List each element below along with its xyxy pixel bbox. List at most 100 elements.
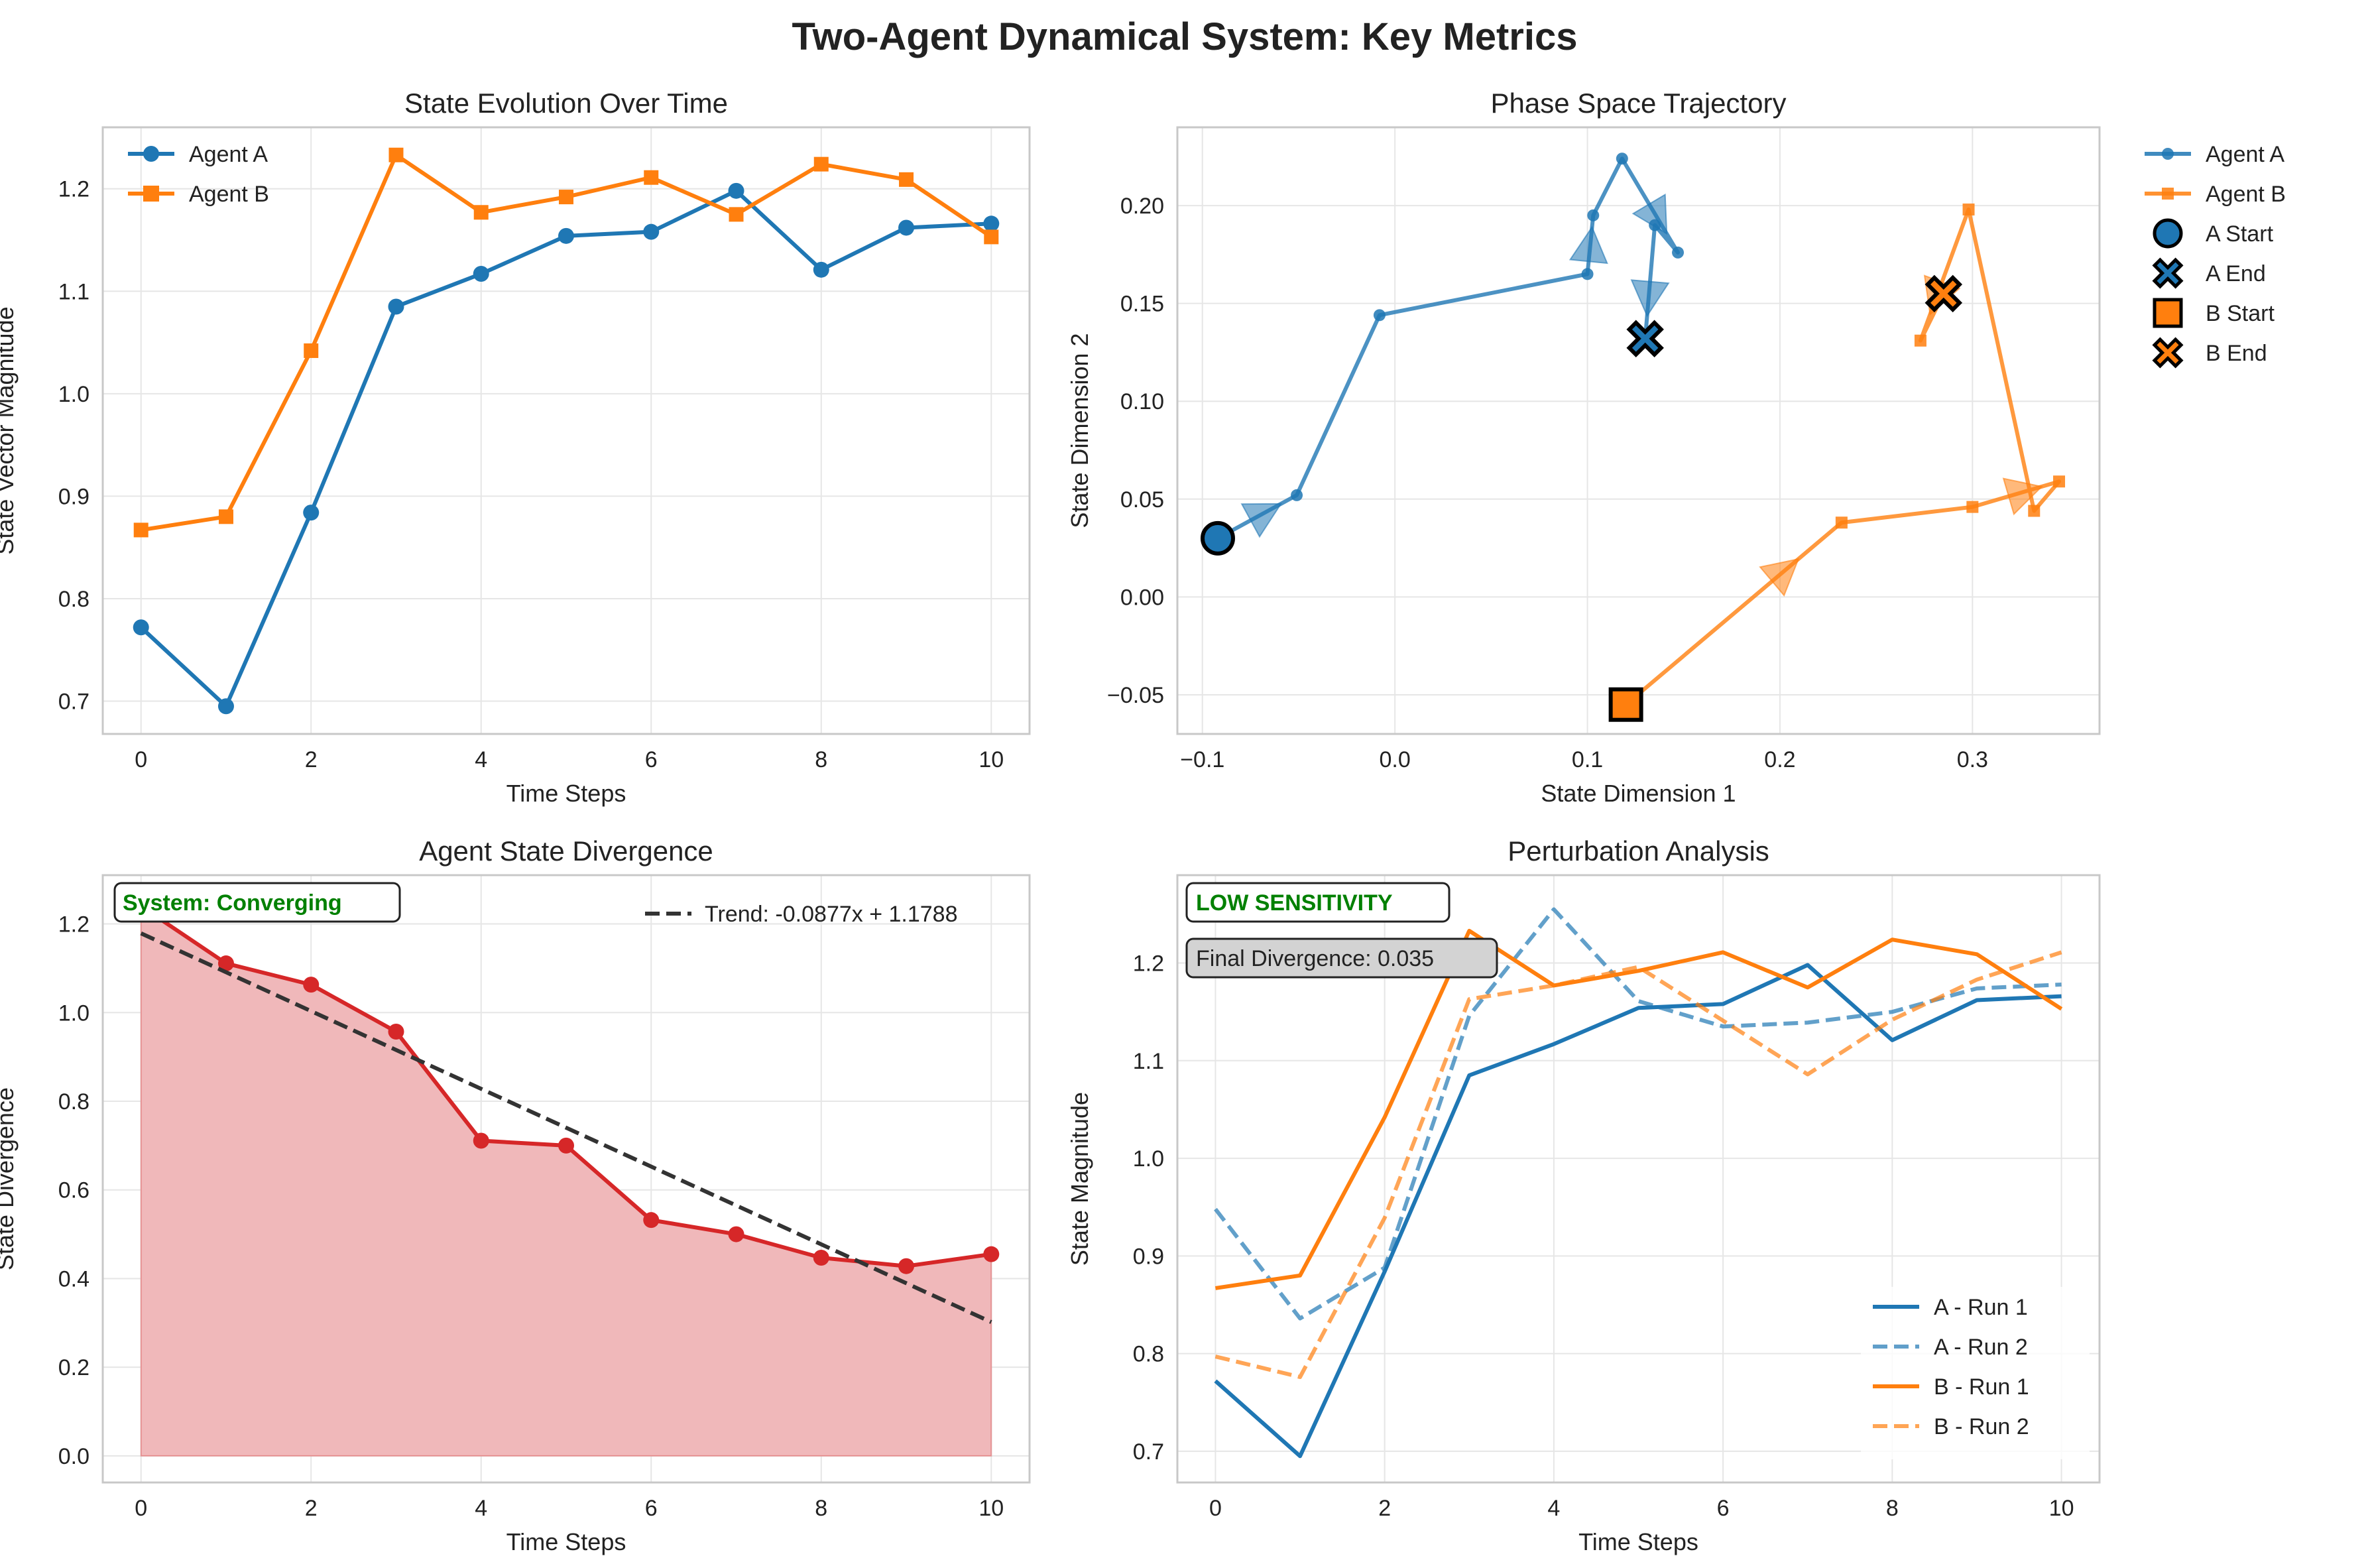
legend-entry: Agent B [128, 182, 269, 207]
x-tick-label: 0 [135, 747, 147, 772]
data-point [388, 147, 404, 162]
y-tick-label: 0.8 [58, 587, 89, 612]
x-tick-label: 0.0 [1380, 747, 1411, 772]
data-point [643, 223, 660, 240]
x-tick-label: 0.1 [1572, 747, 1603, 772]
y-tick-label: 0.7 [1133, 1439, 1164, 1465]
panel-divergence: 0 2 4 6 8 10 0.0 0.2 0.4 0.6 0.8 1.0 1.2 Agent State … [0, 835, 1031, 1555]
x-axis-label: Time Steps [1578, 1528, 1698, 1555]
x-tick-label: 8 [815, 1496, 827, 1521]
direction-arrow [1631, 193, 1668, 235]
y-tick-label: 0.10 [1120, 389, 1164, 414]
data-point [644, 170, 659, 185]
direction-arrow [1569, 225, 1608, 265]
panel-title: Agent State Divergence [419, 835, 713, 867]
direction-arrow [1240, 503, 1283, 538]
divergence-point [303, 977, 320, 993]
run-line [1215, 950, 2062, 1379]
legend-label: Agent A [2206, 142, 2284, 167]
data-point [217, 698, 234, 715]
x-tick-label: 2 [305, 1496, 318, 1521]
legend-marker [2153, 218, 2183, 249]
y-tick-label: 0.00 [1120, 585, 1164, 610]
y-tick-label: 0.2 [58, 1355, 89, 1380]
endpoint-marker [1200, 520, 1235, 556]
legend-marker [143, 186, 159, 202]
trajectory-point [1966, 501, 1979, 513]
legend-label: Agent B [189, 182, 269, 207]
status-annotation: System: Converging [123, 890, 342, 916]
annotation-box [1185, 882, 1451, 923]
y-tick-label: 0.6 [58, 1178, 89, 1203]
data-point [133, 619, 149, 636]
x-tick-label: 2 [1378, 1496, 1391, 1521]
panel-phase_space: −0.1 0.0 0.1 0.2 0.3 −0.05 0.00 0.05 0.10 0.15 0.2… [1066, 88, 2286, 807]
data-point [898, 219, 915, 236]
divergence-point [728, 1226, 744, 1242]
data-point [984, 229, 999, 245]
legend-label: B Start [2206, 301, 2275, 326]
y-tick-label: 1.0 [1133, 1146, 1164, 1172]
trajectory-line [1624, 207, 2062, 707]
x-tick-label: 0 [1209, 1496, 1222, 1521]
y-axis-label: State Divergence [0, 1087, 19, 1270]
legend-label: B End [2206, 341, 2267, 366]
divergence-point [473, 1132, 489, 1149]
legend-entry: A Start [2153, 218, 2274, 249]
legend-entry: B Start [2153, 298, 2275, 328]
legend-marker [2162, 148, 2174, 160]
y-tick-label: 1.2 [58, 177, 89, 202]
x-axis-label: Time Steps [506, 1528, 626, 1555]
y-tick-label: 1.0 [58, 1000, 89, 1026]
legend-entry: B End [2152, 337, 2267, 369]
trajectory-point [1616, 152, 1628, 165]
direction-arrow [2002, 477, 2043, 516]
legend-label: A - Run 2 [1934, 1335, 2028, 1360]
y-tick-label: 0.8 [58, 1089, 89, 1115]
data-point [813, 261, 829, 278]
data-point [388, 298, 404, 315]
y-axis-label: State Dimension 2 [1066, 333, 1093, 528]
x-tick-label: 0.2 [1764, 747, 1795, 772]
y-tick-label: 0.7 [58, 690, 89, 715]
x-tick-label: 6 [1717, 1496, 1730, 1521]
y-axis-label: State Magnitude [1066, 1092, 1093, 1266]
sensitivity-annotation: LOW SENSITIVITY [1196, 890, 1393, 916]
data-point [559, 190, 573, 205]
endpoint-marker [1925, 274, 1963, 313]
y-tick-label: 0.20 [1120, 194, 1164, 219]
trajectory-point [1672, 246, 1685, 259]
run-line [1214, 907, 2062, 1321]
trajectory-point [1835, 516, 1848, 529]
run-line [1215, 928, 2063, 1290]
y-tick-label: 0.15 [1120, 292, 1164, 317]
direction-arrow [1630, 279, 1670, 318]
legend-entry: B - Run 2 [1873, 1414, 2029, 1439]
legend-label: Trend: -0.0877x + 1.1788 [705, 902, 958, 927]
x-tick-label: 10 [978, 1496, 1004, 1521]
legend-marker [143, 146, 159, 162]
panel-title: Phase Space Trajectory [1491, 88, 1787, 119]
axes-frame [1176, 874, 2101, 1484]
divergence-point [643, 1212, 660, 1229]
x-tick-label: 6 [645, 747, 658, 772]
x-axis-label: Time Steps [506, 780, 626, 807]
x-tick-label: 10 [978, 747, 1004, 772]
divergence-point [217, 955, 234, 972]
y-tick-label: 0.9 [1133, 1244, 1164, 1269]
data-point [473, 266, 489, 282]
x-tick-label: 4 [1547, 1496, 1560, 1521]
data-point [983, 215, 1000, 232]
legend-entry: Agent A [128, 142, 268, 167]
y-tick-label: 0.8 [1133, 1342, 1164, 1367]
legend-entry: B - Run 1 [1873, 1374, 2029, 1400]
trajectory-point [1914, 334, 1926, 347]
x-tick-label: 0.3 [1957, 747, 1988, 772]
axes-frame [101, 874, 1031, 1484]
trajectory-point [2028, 505, 2041, 517]
legend-label: A End [2206, 261, 2266, 286]
annotation-box [113, 882, 401, 923]
trajectory-point [1962, 203, 1975, 215]
x-axis-label: State Dimension 1 [1541, 780, 1736, 807]
x-tick-label: 6 [645, 1496, 658, 1521]
